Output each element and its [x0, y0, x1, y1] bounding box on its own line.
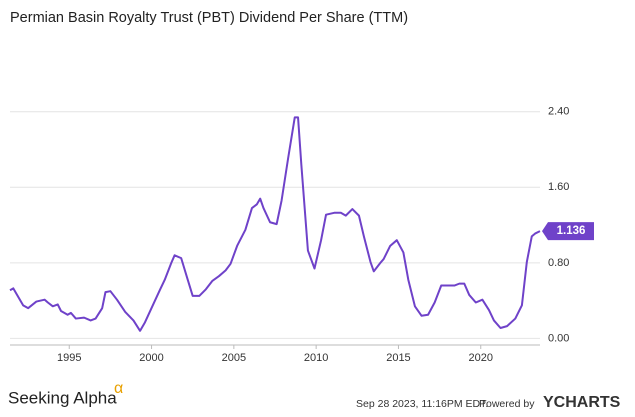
y-tick-label: 2.40 — [548, 106, 569, 118]
y-tick-label: 0.00 — [548, 332, 569, 344]
x-tick-label: 2010 — [304, 352, 328, 364]
brand-mark: α — [114, 380, 123, 397]
value-label: 1.136 — [557, 225, 586, 237]
y-tick-label: 0.80 — [548, 257, 569, 269]
provider: YCHARTS — [543, 394, 621, 411]
y-tick-label: 1.60 — [548, 181, 569, 193]
x-tick-label: 2005 — [222, 352, 246, 364]
powered-by: Powered by — [479, 398, 535, 410]
chart-title: Permian Basin Royalty Trust (PBT) Divide… — [10, 10, 408, 26]
x-tick-label: 2015 — [386, 352, 410, 364]
x-tick-label: 2020 — [469, 352, 493, 364]
timestamp: Sep 28 2023, 11:16PM EDT. — [356, 398, 488, 410]
brand: Seeking Alpha — [8, 388, 117, 407]
line — [9, 116, 541, 332]
value-label-box — [542, 222, 594, 241]
x-tick-label: 2000 — [139, 352, 163, 364]
x-tick-label: 1995 — [57, 352, 81, 364]
